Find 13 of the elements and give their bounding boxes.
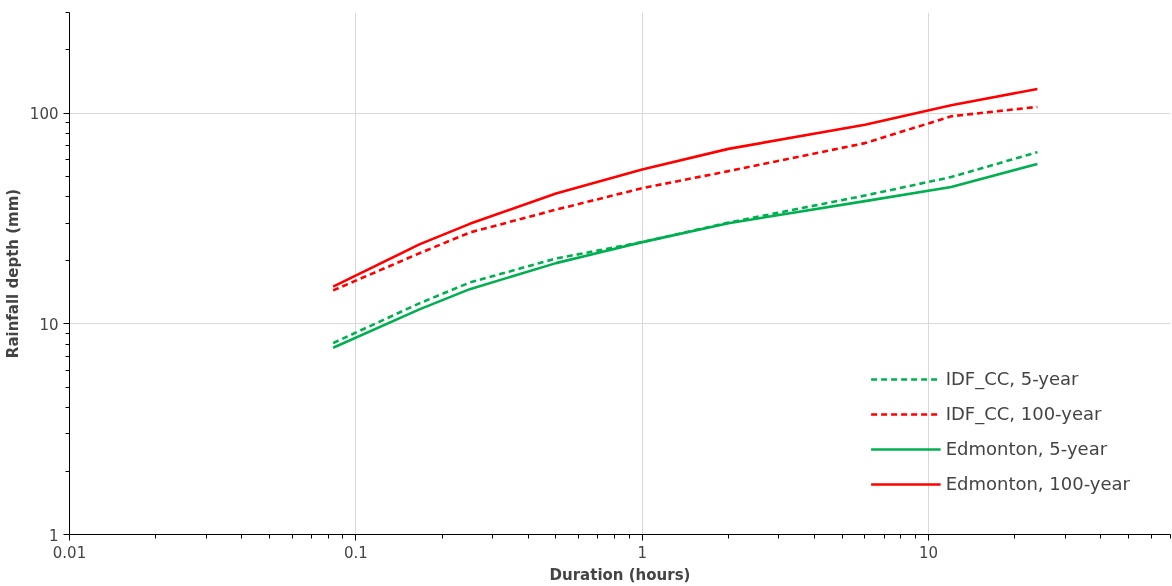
x-tick-label: 1 [637,543,647,562]
x-tick-label: 0.1 [343,543,368,562]
x-axis-title: Duration (hours) [549,565,691,584]
legend-label: IDF_CC, 100-year [945,403,1102,424]
legend-label: Edmonton, 100-year [945,473,1130,494]
x-tick-label: 10 [918,543,939,562]
y-tick-label: 10 [39,315,59,334]
legend-label: IDF_CC, 5-year [945,368,1079,389]
y-axis-title: Rainfall depth (mm) [3,188,22,359]
legend-label: Edmonton, 5-year [945,438,1108,459]
y-tick-label: 100 [29,105,59,124]
y-tick-label: 1 [48,526,59,545]
x-tick-label: 0.01 [52,543,87,562]
